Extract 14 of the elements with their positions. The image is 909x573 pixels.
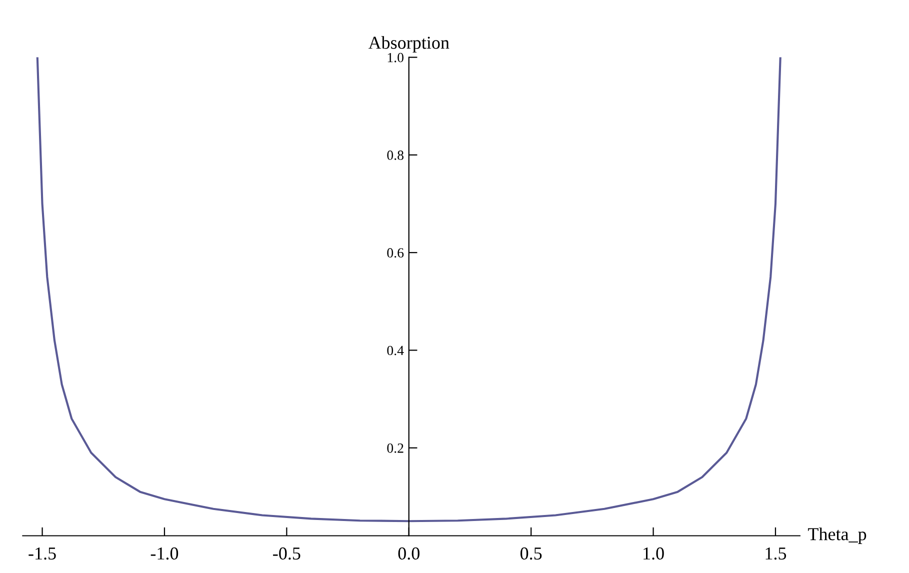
- x-tick-label: 1.5: [766, 547, 786, 560]
- y-tick-label: 0.8: [387, 150, 404, 160]
- x-axis-title: Theta_p: [808, 528, 866, 544]
- y-tick-label: 0.2: [387, 443, 404, 453]
- y-tick-label: 1.0: [388, 52, 404, 62]
- x-tick-label: -0.5: [273, 547, 300, 560]
- y-tick-label: 0.6: [387, 248, 404, 258]
- x-tick-label: 0.5: [520, 547, 542, 560]
- x-tick-label: -1.5: [28, 547, 56, 560]
- y-axis-title: Absorption: [368, 36, 450, 53]
- x-tick-label: 1.0: [644, 547, 664, 560]
- x-tick-label: -1.0: [150, 547, 178, 560]
- y-tick-label: 0.4: [387, 346, 404, 356]
- x-tick-label: 0.0: [398, 547, 420, 560]
